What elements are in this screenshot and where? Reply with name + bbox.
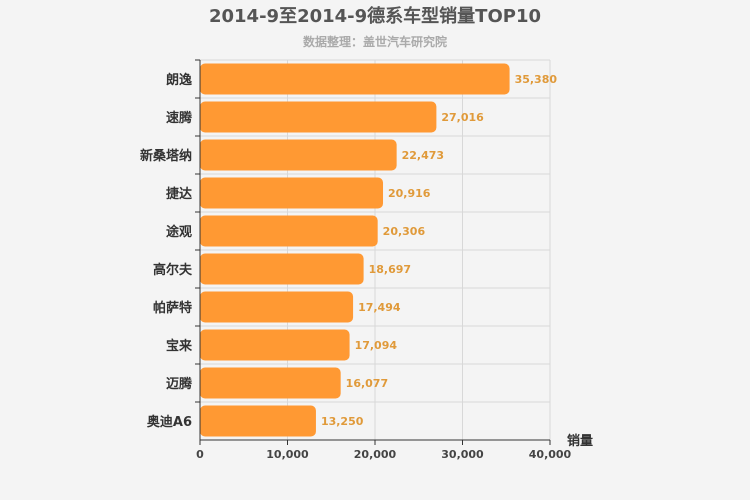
x-tick-label: 0 <box>196 448 204 461</box>
bar-value-label: 17,494 <box>358 301 401 314</box>
bar <box>200 253 364 285</box>
bar <box>200 139 397 171</box>
bar-value-label: 18,697 <box>369 263 411 276</box>
grid-layer <box>200 59 551 440</box>
category-label: 朗逸 <box>166 72 192 88</box>
category-label: 捷达 <box>166 186 192 202</box>
bar-value-label: 20,306 <box>383 225 426 238</box>
x-axis-title: 销量 <box>567 433 593 449</box>
category-label: 新桑塔纳 <box>140 148 192 164</box>
bar <box>200 291 354 323</box>
chart-title: 2014-9至2014-9德系车型销量TOP10 <box>209 5 541 27</box>
bar-value-label: 22,473 <box>402 149 444 162</box>
category-label: 高尔夫 <box>153 262 193 278</box>
category-label: 帕萨特 <box>153 300 192 316</box>
bar <box>200 329 350 361</box>
bar <box>200 215 378 247</box>
x-tick-label: 40,000 <box>529 448 572 461</box>
bar-value-label: 13,250 <box>321 415 364 428</box>
x-tick-label: 10,000 <box>266 448 309 461</box>
bar-value-label: 16,077 <box>346 377 388 390</box>
bar <box>200 63 510 95</box>
bar-value-label: 27,016 <box>441 111 484 124</box>
bar-value-label: 20,916 <box>388 187 431 200</box>
x-tick-label: 20,000 <box>354 448 397 461</box>
bar <box>200 101 437 133</box>
category-label: 途观 <box>166 224 192 240</box>
bar-value-label: 17,094 <box>355 339 398 352</box>
chart-subtitle: 数据整理：盖世汽车研究院 <box>303 34 447 49</box>
x-tick-label: 30,000 <box>441 448 484 461</box>
bar <box>200 177 384 209</box>
category-label: 速腾 <box>166 110 193 126</box>
category-label: 奥迪A6 <box>147 414 192 430</box>
bar <box>200 367 341 399</box>
bar-layer <box>200 63 510 437</box>
label-layer: 0 10,000 20,000 30,000 40,000 35,380 朗逸 27,016 速… <box>140 72 572 461</box>
axis-layer <box>195 59 551 445</box>
category-label: 迈腾 <box>166 376 193 392</box>
category-label: 宝来 <box>166 338 193 354</box>
bar <box>200 405 316 437</box>
bar-value-label: 35,380 <box>515 73 558 86</box>
